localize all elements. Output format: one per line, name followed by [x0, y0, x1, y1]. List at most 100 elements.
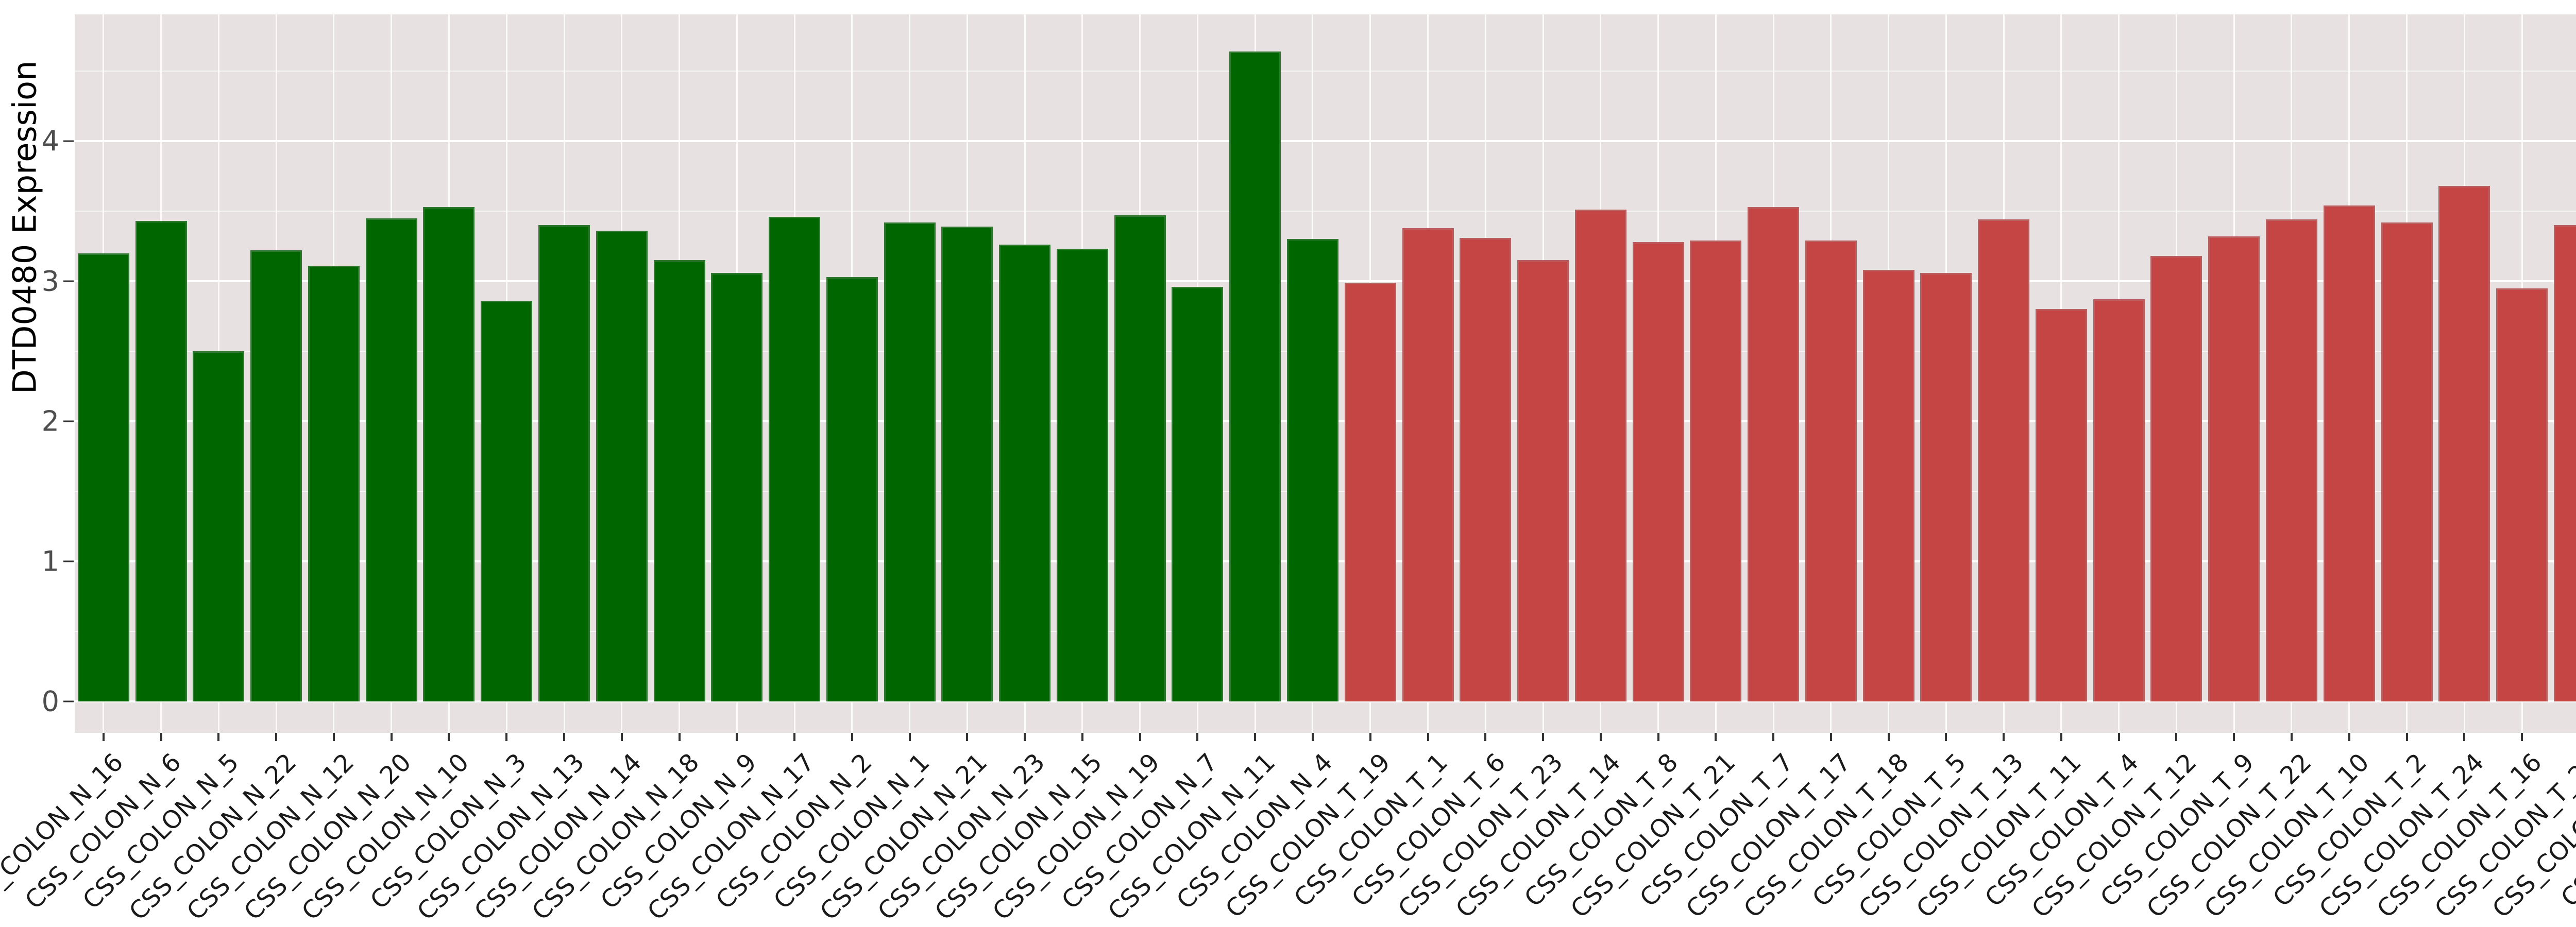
y-tick-label: 0 — [41, 685, 59, 718]
x-tick-mark — [1024, 733, 1026, 741]
bar-CSS_COLON_N_14 — [596, 231, 648, 701]
x-tick-mark — [2117, 733, 2120, 741]
y-tick-label: 2 — [41, 405, 59, 438]
gridline-major-horizontal — [75, 140, 2576, 142]
bar-CSS_COLON_T_13 — [1978, 219, 2030, 701]
plot-panel — [75, 14, 2576, 733]
x-tick-mark — [2003, 733, 2005, 741]
bar-CSS_COLON_N_23 — [999, 245, 1051, 701]
x-tick-mark — [2463, 733, 2466, 741]
x-tick-mark — [1427, 733, 1429, 741]
x-tick-mark — [1829, 733, 1832, 741]
bar-CSS_COLON_N_17 — [769, 216, 821, 701]
x-tick-mark — [2175, 733, 2178, 741]
x-tick-mark — [332, 733, 335, 741]
x-tick-mark — [2521, 733, 2523, 741]
x-tick-mark — [1254, 733, 1257, 741]
bar-CSS_COLON_T_21 — [1690, 241, 1742, 701]
x-tick-mark — [1887, 733, 1890, 741]
bar-CSS_COLON_T_14 — [1574, 210, 1626, 701]
bar-CSS_COLON_T_9 — [2208, 236, 2260, 701]
bar-CSS_COLON_N_20 — [365, 218, 417, 701]
bar-CSS_COLON_N_18 — [653, 260, 705, 701]
x-tick-mark — [1772, 733, 1775, 741]
bar-CSS_COLON_N_10 — [423, 207, 475, 701]
x-tick-mark — [1484, 733, 1487, 741]
x-tick-mark — [1196, 733, 1199, 741]
x-tick-mark — [908, 733, 911, 741]
bar-CSS_COLON_T_8 — [1632, 242, 1684, 701]
x-tick-mark — [1715, 733, 1717, 741]
x-tick-mark — [2348, 733, 2350, 741]
x-tick-mark — [1311, 733, 1314, 741]
y-tick-mark — [63, 560, 74, 562]
bar-CSS_COLON_T_23 — [1517, 260, 1569, 701]
x-tick-mark — [966, 733, 969, 741]
bar-CSS_COLON_N_5 — [193, 351, 245, 701]
x-tick-mark — [2060, 733, 2062, 741]
bar-CSS_COLON_N_1 — [884, 222, 936, 701]
x-tick-mark — [563, 733, 565, 741]
x-tick-mark — [1369, 733, 1371, 741]
y-tick-label: 4 — [41, 125, 59, 158]
bar-CSS_COLON_T_1 — [1402, 228, 1454, 701]
bar-CSS_COLON_N_19 — [1114, 215, 1166, 701]
bar-CSS_COLON_T_4 — [2093, 299, 2145, 701]
bar-CSS_COLON_N_12 — [308, 266, 360, 701]
x-tick-mark — [1081, 733, 1083, 741]
x-tick-mark — [217, 733, 220, 741]
x-tick-mark — [2233, 733, 2235, 741]
bar-CSS_COLON_T_18 — [1862, 270, 1914, 701]
bar-CSS_COLON_N_21 — [941, 226, 993, 701]
x-tick-mark — [160, 733, 162, 741]
y-axis-title: DTD0480 Expression — [6, 60, 44, 394]
x-tick-mark — [102, 733, 105, 741]
x-tick-mark — [1542, 733, 1545, 741]
bar-CSS_COLON_N_11 — [1229, 51, 1281, 701]
bar-CSS_COLON_N_16 — [77, 253, 129, 701]
bar-CSS_COLON_T_7 — [1748, 207, 1800, 701]
bar-CSS_COLON_N_15 — [1056, 249, 1108, 701]
x-tick-mark — [1599, 733, 1602, 741]
y-tick-mark — [63, 280, 74, 282]
x-tick-mark — [1657, 733, 1659, 741]
x-tick-mark — [275, 733, 278, 741]
x-tick-mark — [851, 733, 853, 741]
bar-CSS_COLON_N_9 — [711, 272, 763, 701]
bar-CSS_COLON_N_3 — [481, 301, 533, 701]
bar-CSS_COLON_T_11 — [2035, 309, 2087, 701]
bar-CSS_COLON_N_13 — [538, 225, 590, 701]
x-tick-mark — [620, 733, 623, 741]
x-tick-mark — [505, 733, 508, 741]
bar-CSS_COLON_T_22 — [2265, 219, 2317, 701]
x-tick-mark — [2405, 733, 2408, 741]
x-tick-mark — [390, 733, 393, 741]
bar-CSS_COLON_N_6 — [135, 221, 187, 701]
bar-CSS_COLON_T_25 — [2553, 225, 2576, 701]
bar-CSS_COLON_N_7 — [1172, 286, 1224, 701]
gridline-minor-horizontal — [75, 71, 2576, 72]
x-tick-mark — [2290, 733, 2293, 741]
gridline-major-horizontal — [75, 700, 2576, 702]
x-tick-mark — [448, 733, 450, 741]
bar-CSS_COLON_N_4 — [1286, 239, 1338, 701]
y-tick-mark — [63, 420, 74, 422]
x-tick-mark — [736, 733, 738, 741]
x-tick-mark — [678, 733, 681, 741]
bar-CSS_COLON_T_5 — [1920, 272, 1972, 701]
bar-CSS_COLON_T_6 — [1460, 237, 1512, 701]
bar-CSS_COLON_N_22 — [250, 250, 302, 701]
y-tick-label: 3 — [41, 265, 59, 298]
x-tick-mark — [793, 733, 796, 741]
y-tick-mark — [63, 140, 74, 142]
y-tick-mark — [63, 700, 74, 702]
y-tick-label: 1 — [41, 545, 59, 578]
x-tick-mark — [1139, 733, 1141, 741]
x-tick-mark — [1945, 733, 1947, 741]
bar-CSS_COLON_N_2 — [826, 277, 878, 701]
bar-CSS_COLON_T_2 — [2381, 222, 2433, 701]
bar-CSS_COLON_T_24 — [2438, 186, 2490, 701]
gridline-minor-horizontal — [75, 211, 2576, 212]
bar-CSS_COLON_T_17 — [1805, 241, 1857, 701]
